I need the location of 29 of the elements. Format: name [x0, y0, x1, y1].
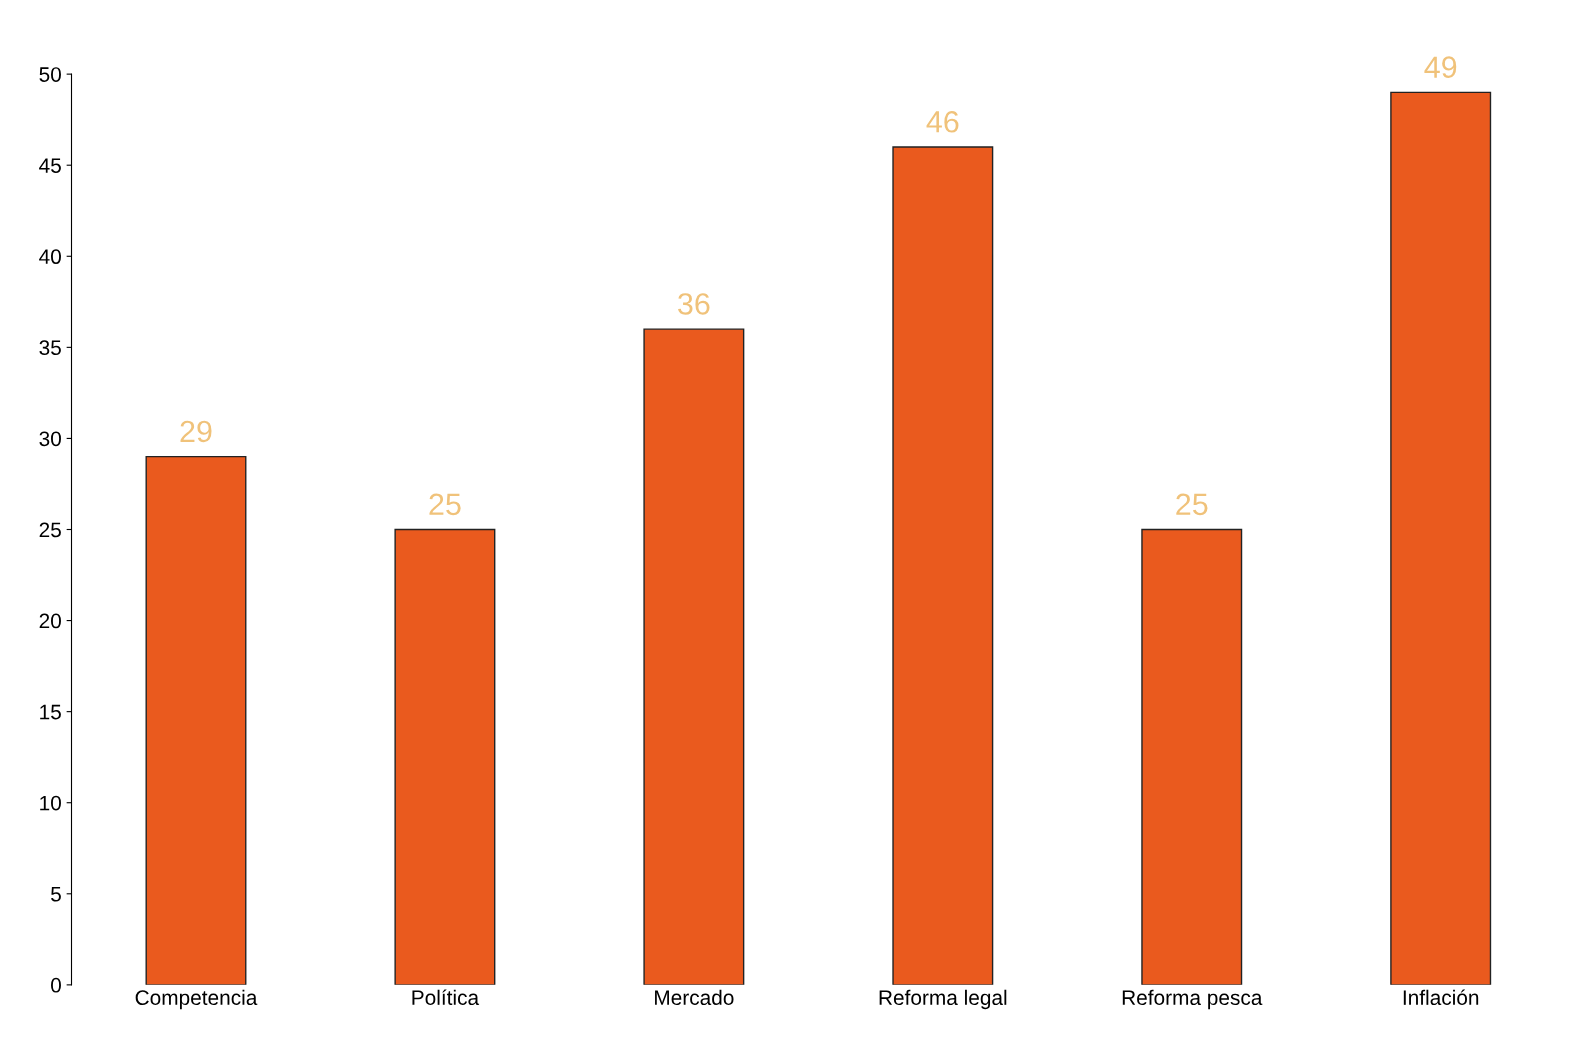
x-tick-label: Reforma pesca: [1122, 989, 1263, 1010]
y-tick-label: 0: [51, 977, 61, 993]
y-tick-label: 30: [39, 431, 61, 447]
y-tick-label: 20: [39, 613, 61, 629]
data-label: 46: [926, 110, 959, 133]
bar: [643, 328, 745, 985]
y-tick-label: 50: [39, 67, 61, 82]
data-label: 25: [429, 493, 461, 516]
x-tick-label: Política: [412, 989, 480, 1006]
data-label: 36: [678, 293, 710, 315]
data-label: 29: [180, 420, 212, 443]
bar: [145, 455, 247, 985]
y-tick-label: 45: [39, 158, 61, 173]
y-tick-label: 35: [39, 340, 61, 356]
bar: [892, 146, 994, 985]
y-tick-label: 10: [40, 795, 61, 811]
bar: [394, 528, 496, 985]
x-tick-label: Reforma legal: [879, 989, 1007, 1010]
data-label: 49: [1424, 56, 1457, 78]
x-tick-label: Inflación: [1403, 989, 1479, 1006]
bar: [1390, 91, 1492, 985]
bar: [1141, 528, 1243, 985]
y-tick-label: 25: [39, 522, 61, 538]
data-label: 25: [1176, 493, 1208, 516]
y-tick-label: 40: [39, 249, 61, 265]
x-tick-label: Mercado: [655, 989, 734, 1006]
y-tick-label: 15: [40, 704, 61, 720]
x-tick-label: Competencia: [135, 989, 258, 1010]
y-tick-label: 5: [51, 887, 61, 902]
